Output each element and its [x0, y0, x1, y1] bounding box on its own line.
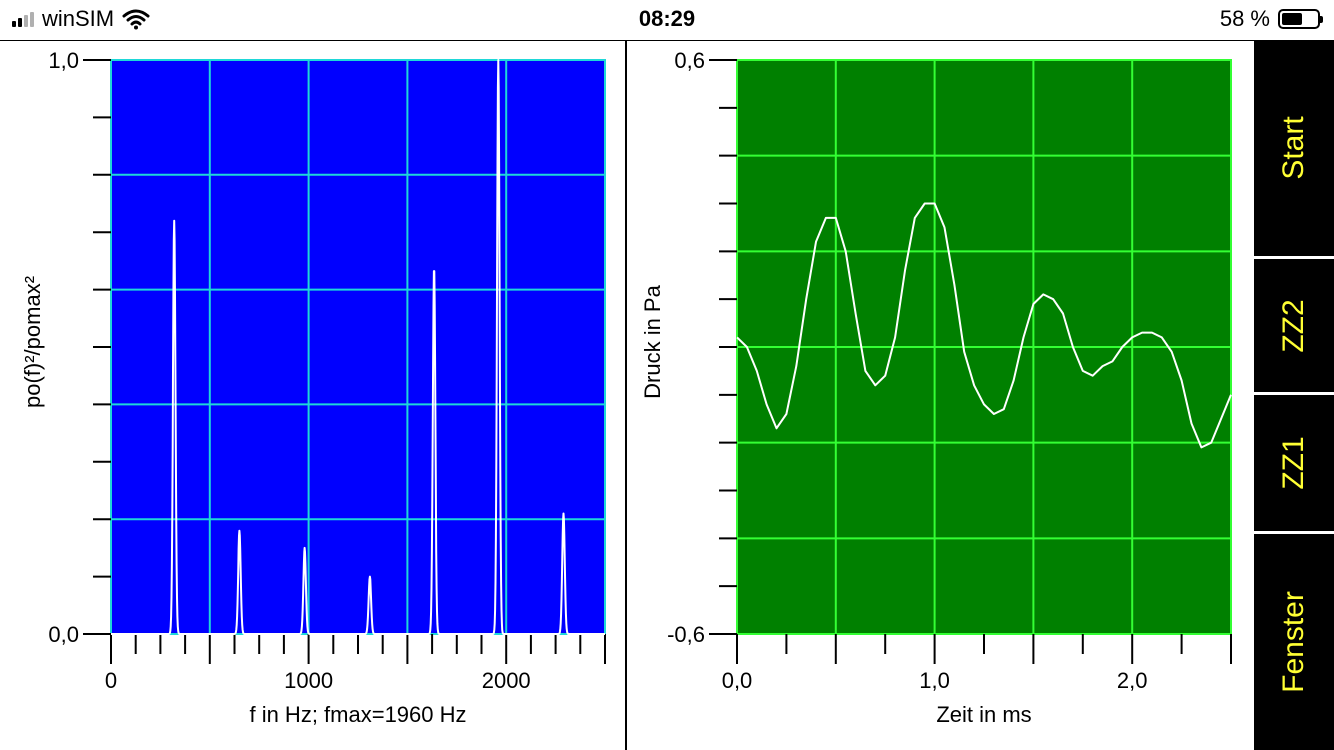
plots-canvas: 0 1000 2000 0,0 1,0 f in Hz; fmax=1960 Hz po(f…	[20, 48, 1232, 727]
zz1-button[interactable]: ZZ1	[1254, 395, 1334, 534]
x-tick-label: 2,0	[1117, 668, 1148, 693]
x-tick-label: 1,0	[919, 668, 950, 693]
y-tick-label: 0,6	[674, 48, 705, 73]
plot-divider	[625, 40, 627, 750]
status-divider	[0, 40, 1254, 41]
series-line	[110, 59, 606, 635]
y-tick-label: 0,0	[48, 622, 79, 647]
y-axis-label: Druck in Pa	[640, 284, 665, 398]
x-axis-label: Zeit in ms	[936, 702, 1031, 727]
pressure-chart: 0,0 1,0 2,0 -0,6 0,6 Zeit in ms Druck in Pa	[640, 48, 1232, 727]
battery-icon	[1278, 9, 1323, 29]
sidebar: Start ZZ2 ZZ1 Fenster	[1254, 40, 1334, 750]
x-tick-label: 2000	[482, 668, 531, 693]
wifi-icon	[122, 9, 150, 30]
battery-percent: 58 %	[1219, 6, 1270, 31]
x-tick-label: 0,0	[722, 668, 753, 693]
clock: 08:29	[638, 6, 696, 31]
y-axis-label: po(f)²/pomax²	[20, 276, 45, 408]
plot-area	[110, 59, 606, 635]
carrier-label: winSIM	[42, 6, 115, 31]
fenster-button[interactable]: Fenster	[1254, 534, 1334, 750]
zz2-button[interactable]: ZZ2	[1254, 259, 1334, 395]
y-tick-label: -0,6	[667, 622, 705, 647]
status-bar: winSIM 08:29 58 %	[0, 0, 1334, 40]
x-tick-label: 1000	[284, 668, 333, 693]
spectrum-chart: 0 1000 2000 0,0 1,0 f in Hz; fmax=1960 Hz po(f…	[20, 48, 606, 727]
x-axis-label: f in Hz; fmax=1960 Hz	[249, 702, 466, 727]
start-button[interactable]: Start	[1254, 40, 1334, 259]
x-tick-label: 0	[105, 668, 117, 693]
signal-icon	[12, 11, 34, 27]
y-tick-label: 1,0	[48, 48, 79, 73]
series-line	[736, 202, 1232, 449]
